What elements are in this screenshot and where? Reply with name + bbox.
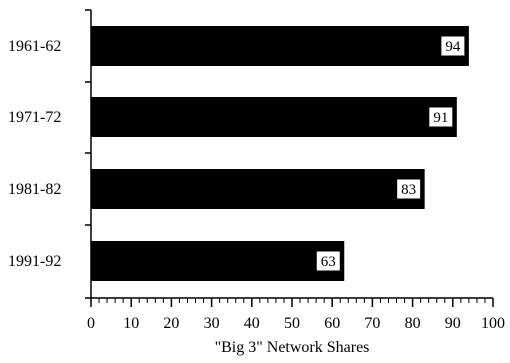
category-label: 1961-62 [8,38,61,55]
x-tick-label: 50 [284,315,300,332]
x-tick-label: 90 [445,315,461,332]
category-label: 1991-92 [8,253,61,270]
x-tick-label: 40 [244,315,260,332]
x-tick-label: 30 [204,315,220,332]
value-label: 83 [401,182,416,198]
value-label-box [315,250,341,272]
x-tick-label: 0 [87,315,95,332]
value-label-box [428,106,454,128]
value-label: 91 [433,110,448,126]
x-tick-label: 10 [123,315,139,332]
x-tick-label: 100 [481,315,505,332]
bar [91,169,425,209]
ticks-group: 0 10 20 30 40 50 60 70 80 90 100 [85,9,505,332]
category-label: 1971-72 [8,109,61,126]
x-tick-label: 70 [364,315,380,332]
x-tick-label: 60 [324,315,340,332]
x-tick-label: 20 [163,315,179,332]
bar [91,97,457,137]
bar [91,26,469,66]
bar [91,241,345,281]
value-label: 94 [445,39,461,55]
bars-group: 1961-62 94 1971-72 91 1981-82 83 1991-92 63 [8,26,469,281]
category-label: 1981-82 [8,181,61,198]
value-label-box [440,35,466,57]
value-label: 63 [321,254,336,270]
x-tick-label: 80 [405,315,421,332]
value-label-box [396,178,422,200]
x-axis-title: "Big 3" Network Shares [215,339,370,356]
